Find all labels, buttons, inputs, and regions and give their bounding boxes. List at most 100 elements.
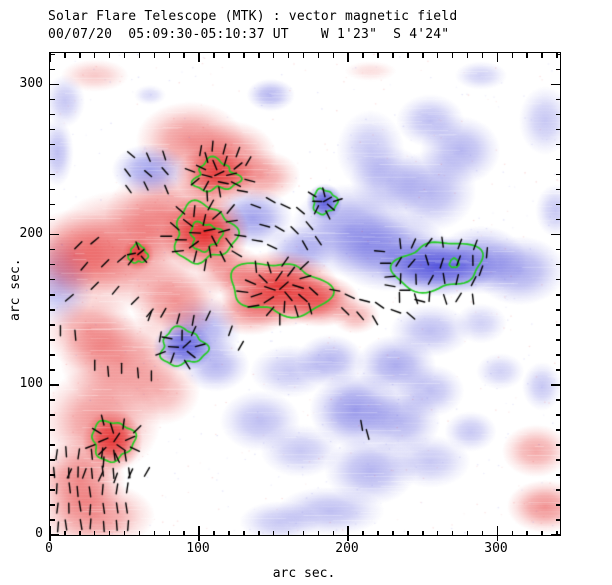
y-tick-label: 0 xyxy=(35,526,43,541)
axis-tick xyxy=(108,53,111,58)
axis-tick xyxy=(50,414,55,416)
axis-tick xyxy=(50,53,55,56)
axis-tick xyxy=(213,530,215,535)
x-tick-label: 300 xyxy=(484,541,508,556)
axis-tick xyxy=(198,526,200,535)
axis-tick xyxy=(347,535,349,541)
axis-tick xyxy=(50,444,55,446)
axis-tick xyxy=(551,233,560,236)
y-tick-label: 100 xyxy=(19,376,43,391)
axis-tick xyxy=(555,504,560,506)
axis-tick xyxy=(451,530,454,535)
axis-tick xyxy=(317,53,320,58)
axis-tick xyxy=(555,98,560,101)
axis-tick xyxy=(551,534,560,536)
axis-tick xyxy=(93,530,96,535)
axis-tick xyxy=(551,384,560,386)
axis-tick xyxy=(555,68,560,71)
axis-tick xyxy=(50,354,55,356)
axis-tick xyxy=(555,218,560,221)
axis-tick xyxy=(555,519,560,521)
axis-tick xyxy=(481,530,484,535)
axis-tick xyxy=(183,530,185,535)
axis-tick xyxy=(79,530,81,535)
axis-tick xyxy=(50,519,55,521)
axis-tick xyxy=(168,530,171,535)
axis-tick xyxy=(555,444,560,446)
axis-tick xyxy=(287,530,290,535)
axis-tick xyxy=(555,474,560,476)
axis-tick xyxy=(555,309,560,311)
axis-tick xyxy=(555,489,560,491)
axis-tick xyxy=(50,188,55,191)
axis-tick xyxy=(555,143,560,146)
axis-tick xyxy=(138,53,141,58)
axis-tick xyxy=(466,530,469,535)
axis-tick xyxy=(377,530,379,535)
axis-tick xyxy=(50,278,55,281)
axis-tick xyxy=(50,143,55,146)
axis-tick xyxy=(153,53,156,58)
axis-tick xyxy=(392,530,394,535)
axis-tick xyxy=(64,530,66,535)
chart-title: Solar Flare Telescope (MTK) : vector mag… xyxy=(48,9,458,24)
axis-tick xyxy=(556,53,558,58)
axis-tick xyxy=(422,53,424,58)
axis-tick xyxy=(198,535,200,541)
axis-tick xyxy=(347,53,349,62)
axis-tick xyxy=(213,53,215,58)
axis-tick xyxy=(511,530,514,535)
axis-tick xyxy=(183,53,185,58)
axis-tick xyxy=(93,53,96,58)
axis-tick xyxy=(287,53,290,58)
axis-tick xyxy=(436,530,439,535)
axis-tick xyxy=(50,309,55,311)
chart-subtitle: 00/07/20 05:09:30-05:10:37 UT W 1'23" S … xyxy=(48,27,450,42)
axis-tick xyxy=(496,535,499,541)
y-tick-label: 200 xyxy=(19,226,43,241)
axis-tick xyxy=(50,263,55,266)
axis-tick xyxy=(496,53,499,62)
axis-tick xyxy=(50,68,55,71)
axis-tick xyxy=(49,53,51,62)
axis-tick xyxy=(50,339,55,341)
axis-tick xyxy=(258,530,260,535)
axis-tick xyxy=(50,489,55,491)
axis-tick xyxy=(481,53,484,58)
axis-tick xyxy=(555,399,560,401)
y-axis-title: arc sec. xyxy=(8,258,23,321)
axis-tick xyxy=(243,53,245,58)
axis-tick xyxy=(317,530,320,535)
axis-tick xyxy=(108,530,111,535)
x-tick-label: 100 xyxy=(186,541,210,556)
axis-tick xyxy=(49,535,51,541)
axis-tick xyxy=(302,530,305,535)
axis-tick xyxy=(377,53,379,58)
axis-tick xyxy=(555,173,560,176)
axis-tick xyxy=(555,459,560,461)
axis-tick xyxy=(362,53,364,58)
axis-tick xyxy=(332,53,335,58)
axis-tick xyxy=(496,526,499,535)
axis-tick xyxy=(555,339,560,341)
axis-tick xyxy=(50,369,55,371)
axis-tick xyxy=(511,53,514,58)
axis-tick xyxy=(407,530,409,535)
axis-tick xyxy=(555,128,560,131)
axis-tick xyxy=(555,53,560,56)
axis-tick xyxy=(436,53,439,58)
axis-tick xyxy=(555,414,560,416)
plot-frame xyxy=(49,52,561,541)
axis-tick xyxy=(362,530,364,535)
axis-tick xyxy=(422,530,424,535)
axis-tick xyxy=(392,53,394,58)
axis-tick xyxy=(555,263,560,266)
axis-tick xyxy=(555,429,560,431)
axis-tick xyxy=(50,459,55,461)
magnetogram-canvas xyxy=(50,53,560,535)
axis-tick xyxy=(50,324,55,326)
axis-tick xyxy=(555,278,560,281)
axis-tick xyxy=(466,53,469,58)
axis-tick xyxy=(153,530,156,535)
axis-tick xyxy=(50,158,55,161)
